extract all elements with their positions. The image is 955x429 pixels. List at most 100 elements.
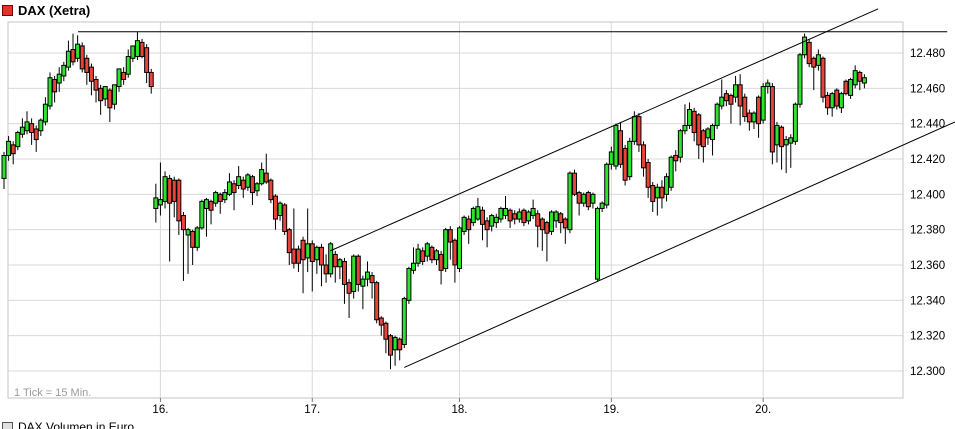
instrument-legend[interactable]: DAX (Xetra) xyxy=(2,3,90,18)
candle xyxy=(728,94,734,105)
candle xyxy=(107,89,113,109)
candle xyxy=(774,124,780,146)
candle xyxy=(595,207,601,280)
channel-upper-line[interactable] xyxy=(330,8,879,252)
candle xyxy=(314,246,320,261)
candle xyxy=(705,128,711,139)
candle xyxy=(38,119,44,132)
price-axis-label: 12.380 xyxy=(910,225,945,237)
candle xyxy=(272,195,278,220)
candle xyxy=(102,86,108,100)
candle xyxy=(815,54,821,66)
candle xyxy=(318,246,324,266)
candle xyxy=(226,181,232,195)
candle xyxy=(337,259,343,268)
candle xyxy=(622,147,628,181)
candle xyxy=(719,96,725,107)
candle xyxy=(24,121,30,132)
candle xyxy=(236,176,242,186)
candle xyxy=(433,250,439,261)
candle xyxy=(6,140,12,156)
candle xyxy=(61,64,67,77)
candles-layer xyxy=(1,31,867,370)
price-axis-label: 12.320 xyxy=(910,331,945,343)
volume-legend-label: DAX Volumen in Euro xyxy=(18,420,135,429)
candle xyxy=(15,131,21,148)
candle xyxy=(599,202,605,209)
candle xyxy=(332,253,338,268)
volume-legend-icon xyxy=(2,421,13,429)
candle xyxy=(203,199,209,209)
candle xyxy=(213,192,219,204)
candle xyxy=(84,57,90,73)
candle xyxy=(374,282,380,321)
candle xyxy=(157,199,163,206)
candle xyxy=(415,248,421,264)
candle xyxy=(116,68,122,88)
volume-legend[interactable]: DAX Volumen in Euro xyxy=(2,420,134,429)
candle xyxy=(130,45,136,59)
candle xyxy=(10,144,16,155)
candle xyxy=(585,192,591,208)
candle xyxy=(75,43,81,59)
candle xyxy=(756,96,762,125)
candle xyxy=(125,56,131,75)
candle xyxy=(677,130,683,158)
candle xyxy=(429,246,435,261)
candle xyxy=(788,137,794,144)
candle xyxy=(351,255,357,292)
candle xyxy=(88,66,94,82)
candle xyxy=(581,193,587,204)
candle xyxy=(687,109,693,126)
candle xyxy=(79,45,85,70)
candle xyxy=(369,275,375,284)
candle xyxy=(843,80,849,95)
candle xyxy=(751,112,757,123)
candle xyxy=(848,78,854,96)
candle xyxy=(829,93,835,109)
channel-lower-line[interactable] xyxy=(404,121,955,368)
chart-title: DAX (Xetra) xyxy=(18,3,91,18)
candle xyxy=(604,163,610,206)
candle xyxy=(153,197,159,209)
candle xyxy=(723,93,729,102)
candle xyxy=(641,144,647,169)
candle xyxy=(167,177,173,204)
candle xyxy=(286,229,292,254)
candle xyxy=(562,218,568,229)
candle xyxy=(820,57,826,98)
candle xyxy=(618,130,624,165)
candle xyxy=(811,57,817,68)
candle xyxy=(1,154,7,179)
candle xyxy=(328,243,334,275)
candle xyxy=(65,50,71,68)
candle xyxy=(346,282,352,294)
candle xyxy=(664,176,670,195)
candle xyxy=(682,124,688,132)
candle xyxy=(438,253,444,271)
candle xyxy=(33,128,39,141)
candle xyxy=(742,96,748,118)
candle xyxy=(493,216,499,224)
price-axis-label: 12.420 xyxy=(910,154,945,166)
candle xyxy=(447,229,453,243)
candle xyxy=(222,192,228,201)
candle xyxy=(171,179,177,202)
candle xyxy=(825,94,831,109)
candle xyxy=(231,183,237,194)
candle xyxy=(144,47,150,73)
candle xyxy=(516,211,522,220)
instrument-legend-icon xyxy=(2,5,13,16)
candle xyxy=(452,239,458,266)
candle xyxy=(572,172,578,195)
candle xyxy=(249,176,255,194)
candle xyxy=(700,130,706,148)
candle xyxy=(378,317,384,326)
candle xyxy=(199,200,205,229)
candle xyxy=(121,71,127,80)
candle xyxy=(507,209,513,222)
candle xyxy=(392,336,398,351)
candle xyxy=(240,179,246,190)
candle xyxy=(56,73,62,84)
